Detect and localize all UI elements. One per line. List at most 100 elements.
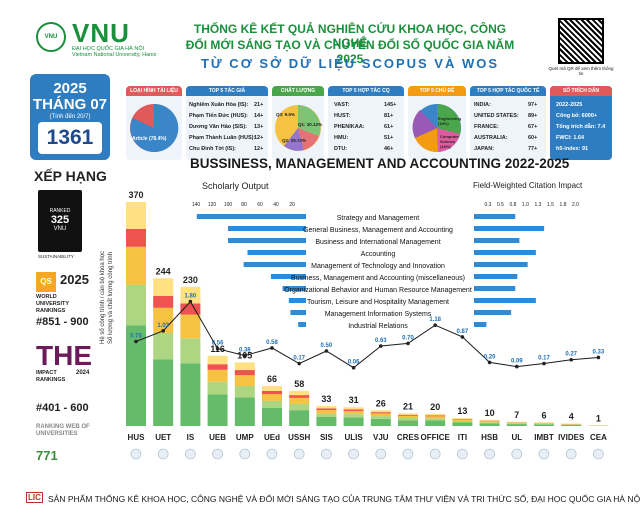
university-logo-icon [321, 448, 332, 460]
category-label: HUS [128, 433, 146, 442]
ratio-point [161, 329, 165, 333]
university-logo-icon [348, 448, 359, 460]
card-top-authors-header: TOP 5 TÁC GIẢ [186, 86, 268, 96]
webometrics-title: RANKING WEB OF UNIVERSITIES [36, 424, 90, 437]
country-row-value: 97+ [528, 102, 538, 108]
fwci-bar [474, 262, 528, 267]
so-bar [196, 214, 306, 219]
bar-value-label: 66 [267, 374, 277, 384]
webometrics-rank: 771 [36, 448, 58, 463]
bar-segment [126, 202, 146, 229]
university-logo-icon [538, 448, 550, 460]
ratio-label: 1.18 [429, 317, 441, 323]
so-tick-label: 60 [257, 202, 263, 208]
category-label: UEB [209, 433, 226, 442]
citation-row: h5-index: 91 [556, 146, 589, 152]
bar-segment [479, 422, 500, 424]
bar-segment [398, 413, 418, 415]
ratio-label: 0.17 [293, 356, 305, 362]
university-logo-icon [429, 448, 441, 460]
category-label: UMP [236, 433, 254, 442]
bar-segment [289, 390, 310, 396]
y-axis-label: Hệ số công trình / cán bộ khoa học [100, 251, 106, 344]
so-bar [228, 226, 306, 231]
bar-segment [207, 394, 228, 426]
university-logo-icon [511, 448, 523, 460]
bar-segment [262, 400, 282, 409]
org-row-value: 61+ [384, 124, 394, 130]
bar-segment [506, 422, 527, 424]
so-tick-label: 80 [241, 202, 247, 208]
bar-segment [452, 421, 473, 423]
doc-types-pie [130, 103, 179, 152]
bar-segment [479, 419, 500, 421]
bar-segment [370, 416, 391, 419]
ratio-label: 0.58 [266, 340, 278, 346]
so-bar [298, 322, 306, 327]
university-logo-icon [130, 448, 142, 460]
bar-segment [153, 359, 174, 426]
topics-engineering: Engineering (19%) [438, 116, 462, 126]
fwci-tick-label: 2.0 [572, 202, 579, 208]
vnu-seal-icon: VNU [36, 22, 66, 52]
org-row-value: 145+ [384, 102, 397, 108]
author-row-name: Dương Văn Hảo (SIS): [189, 124, 248, 130]
fwci-bar [474, 274, 518, 279]
ratio-label: 0.87 [457, 329, 469, 335]
university-logo-icon [375, 448, 387, 460]
fwci-tick-label: 1.8 [560, 202, 567, 208]
footer-text: SẢN PHẨM THỐNG KÊ KHOA HỌC, CÔNG NGHỆ VÀ… [48, 494, 640, 504]
ranking-heading: XẾP HẠNG [34, 168, 107, 184]
bar-value-label: 31 [349, 395, 359, 405]
ratio-label: 0.50 [321, 343, 333, 349]
university-logo-icon [239, 448, 251, 460]
the-year: 2024 [76, 370, 90, 376]
bar-value-label: 26 [376, 398, 386, 408]
bar-value-label: 21 [403, 401, 413, 411]
country-row-name: AUSTRALIA: [474, 135, 508, 141]
card-topics: TOP 5 CHỦ ĐỀ Engineering (19%) Computer … [408, 86, 466, 160]
country-row-name: INDIA: [474, 102, 491, 108]
bar-segment [180, 363, 201, 426]
fwci-bar [474, 214, 516, 219]
university-logo-icon [157, 448, 169, 460]
bar-segment [180, 338, 201, 364]
bar-segment [425, 413, 446, 416]
y-axis-label-2: Số lượng và chất lượng công trình [108, 252, 114, 344]
impact-ranking-caption: SUSTAINABILITY [38, 254, 74, 259]
page-title-line1: THỐNG KÊ KẾT QUẢ NGHIÊN CỨU KHOA HỌC, CÔ… [193, 22, 507, 50]
card-top-authors: TOP 5 TÁC GIẢ Nghiêm Xuân Hòa (IS): 21+ Ph… [186, 86, 268, 160]
bar-segment [289, 395, 310, 398]
org-row-value: 81+ [384, 113, 394, 119]
country-row-name: UNITED STATES: [474, 113, 519, 119]
card-top-countries: TOP 5 HỢP TÁC QUỐC TẾ INDIA: 97+ UNITED ST… [470, 86, 546, 160]
card-top-countries-header: TOP 5 HỢP TÁC QUỐC TẾ [470, 86, 546, 96]
bar-segment [343, 410, 364, 415]
bar-segment [207, 364, 228, 370]
fwci-bar [474, 298, 536, 303]
bar-segment [316, 406, 337, 409]
fwci-tick-label: 0.5 [497, 202, 504, 208]
so-bar [270, 274, 306, 279]
brand-logo: VNU [72, 18, 130, 48]
bar-value-label: 1 [596, 413, 601, 423]
author-row-value: 21+ [254, 102, 264, 108]
brand-subtitle: ĐẠI HỌC QUỐC GIA HÀ NỘI Vietnam National … [72, 46, 157, 58]
ratio-point [596, 355, 601, 360]
so-bar [282, 286, 306, 291]
bar-segment [398, 414, 418, 416]
total-publications: 1361 [38, 122, 102, 154]
ratio-point [569, 357, 573, 362]
qr-code[interactable] [558, 18, 604, 64]
qs-rank: #851 - 900 [36, 316, 89, 328]
quality-q1: Q1: 30.12% [298, 122, 323, 127]
bar-segment [316, 408, 337, 411]
ratio-point [351, 365, 356, 370]
bar-value-label: 20 [430, 402, 440, 412]
bar-segment [126, 246, 146, 285]
category-label: IS [187, 433, 195, 442]
bar-segment [425, 420, 446, 426]
qs-title: WORLD UNIVERSITY RANKINGS [36, 294, 69, 314]
org-row-name: DTU: [334, 146, 348, 152]
